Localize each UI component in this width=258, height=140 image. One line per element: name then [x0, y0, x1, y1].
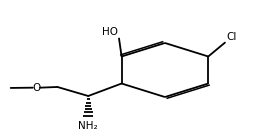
- Text: NH₂: NH₂: [78, 121, 98, 131]
- Text: Cl: Cl: [226, 32, 237, 42]
- Text: O: O: [32, 83, 41, 93]
- Text: HO: HO: [102, 27, 118, 37]
